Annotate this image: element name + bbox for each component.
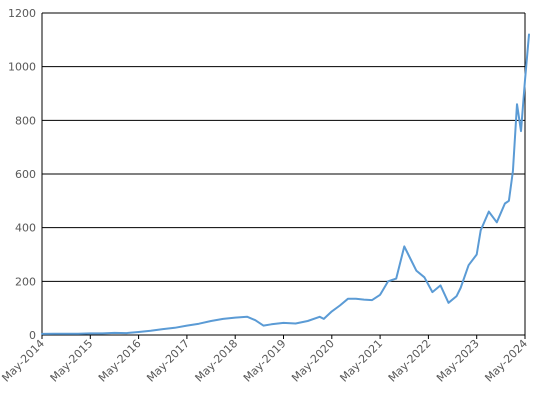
x-tick-label: May-2017 bbox=[144, 337, 192, 385]
series-line-0 bbox=[41, 33, 530, 335]
y-tick-label: 600 bbox=[15, 168, 36, 181]
y-tick-label: 400 bbox=[15, 222, 36, 235]
x-tick-label: May-2022 bbox=[386, 337, 434, 385]
y-tick-label: 1000 bbox=[8, 61, 36, 74]
x-tick-label: May-2024 bbox=[482, 337, 530, 385]
x-tick-label: May-2023 bbox=[434, 337, 482, 385]
x-tick-label: May-2015 bbox=[48, 337, 96, 385]
x-tick-label: May-2021 bbox=[337, 337, 385, 385]
y-tick-label: 200 bbox=[15, 275, 36, 288]
x-tick-label: May-2018 bbox=[193, 337, 241, 385]
x-tick-label: May-2020 bbox=[289, 337, 337, 385]
x-tick-label: May-2019 bbox=[241, 337, 289, 385]
gridlines bbox=[41, 12, 526, 336]
series-layer bbox=[41, 33, 530, 335]
x-tick-label: May-2016 bbox=[96, 337, 144, 385]
y-tick-label: 0 bbox=[29, 329, 36, 342]
x-axis-ticks: May-2014 May-2015 May-2016 May-2017 May-2018… bbox=[0, 335, 530, 385]
y-tick-label: 1200 bbox=[8, 7, 36, 20]
y-tick-label: 800 bbox=[15, 114, 36, 127]
x-tick-label: May-2014 bbox=[0, 337, 47, 385]
y-axis-ticks: 0 200 400 600 800 1000 1200 bbox=[8, 7, 36, 342]
